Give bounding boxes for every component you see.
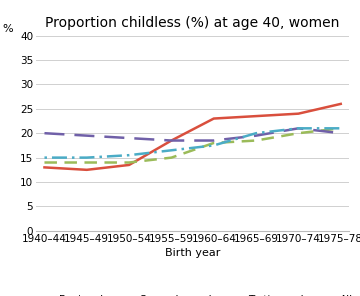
Secondary ed.	[42, 161, 47, 164]
Secondary ed.	[296, 131, 301, 135]
Tertiary ed.	[254, 134, 258, 137]
All	[212, 144, 216, 147]
Line: All: All	[45, 128, 341, 157]
All	[42, 156, 47, 159]
Basic ed.	[127, 163, 131, 167]
Title: Proportion childless (%) at age 40, women: Proportion childless (%) at age 40, wome…	[45, 16, 340, 30]
Secondary ed.	[338, 127, 343, 130]
Secondary ed.	[212, 141, 216, 145]
Basic ed.	[169, 139, 174, 142]
Secondary ed.	[127, 161, 131, 164]
All	[296, 127, 301, 130]
Tertiary ed.	[42, 131, 47, 135]
Basic ed.	[254, 114, 258, 118]
All	[127, 153, 131, 157]
Tertiary ed.	[169, 139, 174, 142]
Secondary ed.	[254, 139, 258, 142]
Secondary ed.	[169, 156, 174, 159]
All	[254, 131, 258, 135]
Tertiary ed.	[127, 136, 131, 140]
Tertiary ed.	[338, 131, 343, 135]
Basic ed.	[42, 166, 47, 169]
Legend: Basic ed., Secondary ed., Tertiary ed., All: Basic ed., Secondary ed., Tertiary ed., …	[28, 291, 357, 296]
All	[169, 149, 174, 152]
Line: Secondary ed.: Secondary ed.	[45, 128, 341, 163]
Tertiary ed.	[85, 134, 89, 137]
All	[85, 156, 89, 159]
X-axis label: Birth year: Birth year	[165, 248, 220, 258]
Tertiary ed.	[212, 139, 216, 142]
Tertiary ed.	[296, 127, 301, 130]
Basic ed.	[85, 168, 89, 172]
Basic ed.	[338, 102, 343, 106]
Line: Tertiary ed.: Tertiary ed.	[45, 128, 341, 141]
Basic ed.	[296, 112, 301, 115]
Basic ed.	[212, 117, 216, 120]
All	[338, 127, 343, 130]
Y-axis label: %: %	[3, 24, 13, 33]
Line: Basic ed.: Basic ed.	[45, 104, 341, 170]
Secondary ed.	[85, 161, 89, 164]
